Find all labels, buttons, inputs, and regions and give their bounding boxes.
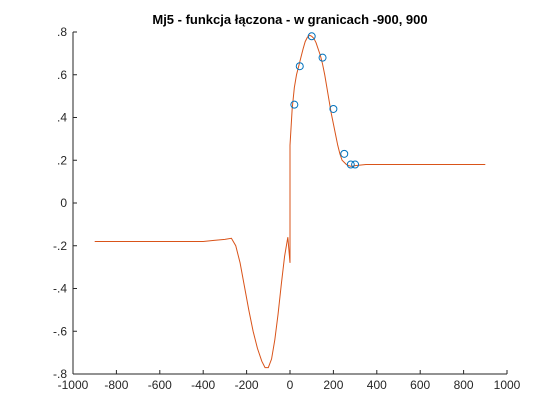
y-tick-label: .6 (57, 68, 67, 82)
y-tick-label: .2 (57, 153, 67, 167)
x-tick-label: 1000 (494, 378, 521, 392)
x-tick-label: -200 (235, 378, 259, 392)
y-tick-label: .4 (57, 111, 67, 125)
y-tick-label: -.8 (53, 367, 67, 381)
y-tick-label: .8 (57, 25, 67, 39)
y-tick-label: -.4 (53, 282, 67, 296)
data-point (329, 104, 338, 113)
series-line (94, 34, 486, 369)
data-point (340, 149, 349, 158)
x-tick-label: 800 (454, 378, 474, 392)
x-tick-label: 400 (367, 378, 387, 392)
x-tick-label: 0 (287, 378, 294, 392)
x-tick-label: -400 (191, 378, 215, 392)
data-point (290, 100, 299, 109)
y-tick-label: -.2 (53, 239, 67, 253)
y-tick-label: -.6 (53, 324, 67, 338)
data-point (318, 53, 327, 62)
data-point (351, 160, 360, 169)
x-axis: -1000 -800 -600 -400 -200 0 200 400 600 800 1000 (58, 370, 521, 392)
data-point (295, 62, 304, 71)
y-axis: -.8 -.6 -.4 -.2 0 .2 .4 .6 .8 (53, 25, 77, 381)
data-point (307, 32, 316, 41)
x-tick-label: -800 (104, 378, 128, 392)
x-tick-label: 200 (323, 378, 343, 392)
x-tick-label: -600 (148, 378, 172, 392)
series-layer (94, 32, 486, 369)
x-tick-label: -1000 (58, 378, 89, 392)
chart-title: Mj5 - funkcja łączona - w granicach -900… (152, 12, 427, 27)
data-point (346, 160, 355, 169)
x-tick-label: 600 (410, 378, 430, 392)
y-tick-label: 0 (60, 196, 67, 210)
